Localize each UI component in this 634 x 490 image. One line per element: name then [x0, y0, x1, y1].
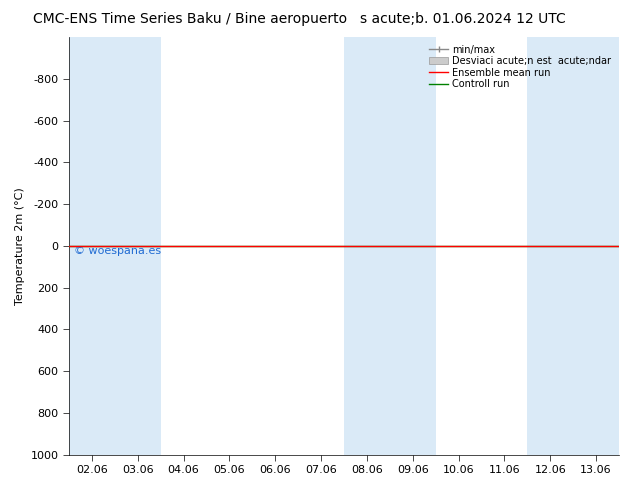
- Text: s acute;b. 01.06.2024 12 UTC: s acute;b. 01.06.2024 12 UTC: [360, 12, 566, 26]
- Text: CMC-ENS Time Series Baku / Bine aeropuerto: CMC-ENS Time Series Baku / Bine aeropuer…: [33, 12, 347, 26]
- Y-axis label: Temperature 2m (°C): Temperature 2m (°C): [15, 187, 25, 305]
- Bar: [573, 37, 619, 455]
- Bar: [115, 37, 160, 455]
- Bar: [527, 37, 573, 455]
- Bar: [344, 37, 390, 455]
- Legend: min/max, Desviaci acute;n est  acute;ndar, Ensemble mean run, Controll run: min/max, Desviaci acute;n est acute;ndar…: [426, 42, 614, 92]
- Bar: [390, 37, 436, 455]
- Bar: [69, 37, 115, 455]
- Text: © woespana.es: © woespana.es: [74, 246, 162, 256]
